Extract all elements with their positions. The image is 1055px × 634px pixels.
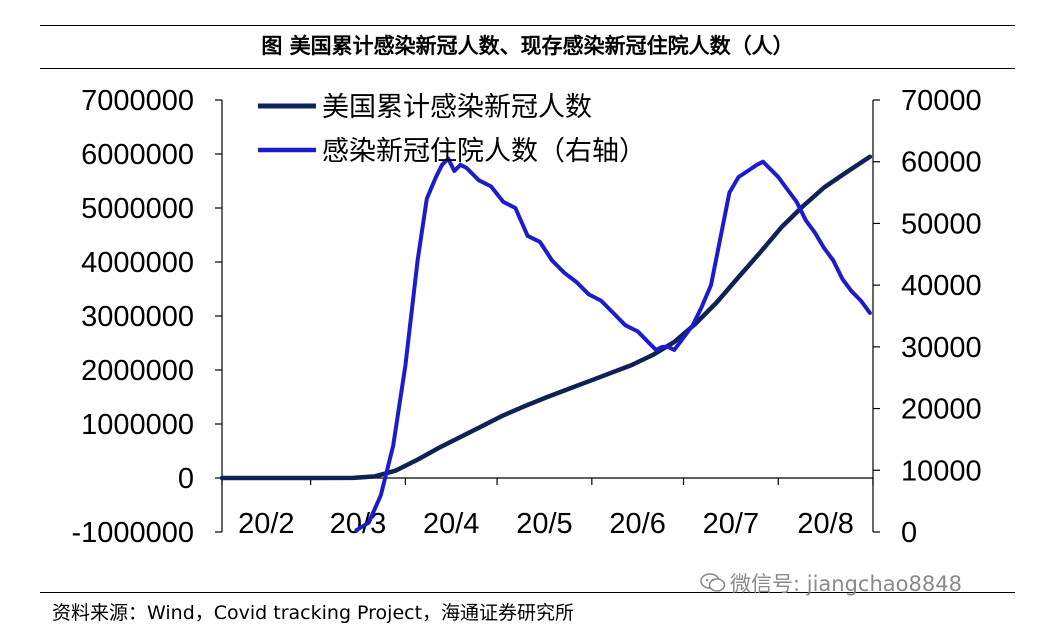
series-line-cumulative-cases <box>219 154 873 481</box>
right-tick-label: 70000 <box>901 85 982 117</box>
left-tick-label: 3000000 <box>81 301 194 333</box>
left-tick-label: 0 <box>178 463 194 495</box>
legend-label: 美国累计感染新冠人数 <box>322 92 592 123</box>
x-tick-label: 20/7 <box>703 508 759 540</box>
left-tick-label: 5000000 <box>81 193 194 225</box>
left-tick-label: 1000000 <box>81 409 194 441</box>
right-tick-label: 60000 <box>901 147 982 179</box>
x-tick-label: 20/5 <box>516 508 572 540</box>
axes: 7000000600000050000004000000300000020000… <box>71 85 981 549</box>
left-tick-label: 6000000 <box>81 139 194 171</box>
right-tick-label: 10000 <box>901 455 982 487</box>
wechat-icon <box>700 572 726 599</box>
legend-label: 感染新冠住院人数（右轴） <box>322 136 646 167</box>
right-tick-label: 40000 <box>901 270 982 302</box>
right-tick-label: 0 <box>901 517 917 549</box>
x-tick-label: 20/3 <box>330 508 386 540</box>
dual-axis-line-chart: 7000000600000050000004000000300000020000… <box>71 85 981 549</box>
title-rule <box>40 68 1015 69</box>
chart-title: 图 美国累计感染新冠人数、现存感染新冠住院人数（人） <box>261 34 794 58</box>
left-tick-label: 7000000 <box>81 85 194 117</box>
right-tick-label: 30000 <box>901 332 982 364</box>
source-note: 资料来源：Wind，Covid tracking Project，海通证券研究所 <box>52 602 575 624</box>
left-tick-label: -1000000 <box>71 517 194 549</box>
bottom-rule <box>40 592 1015 593</box>
watermark: 微信号: jiangchao8848 <box>700 568 962 599</box>
x-tick-label: 20/4 <box>423 508 479 540</box>
watermark-text: 微信号: jiangchao8848 <box>730 572 962 596</box>
x-tick-label: 20/8 <box>797 508 853 540</box>
top-rule <box>40 25 1015 26</box>
series-layer <box>219 154 873 533</box>
left-tick-label: 4000000 <box>81 247 194 279</box>
series-line-hospitalized <box>354 156 872 533</box>
right-tick-label: 20000 <box>901 394 982 426</box>
right-tick-label: 50000 <box>901 208 982 240</box>
x-tick-label: 20/6 <box>609 508 665 540</box>
left-tick-label: 2000000 <box>81 355 194 387</box>
x-tick-label: 20/2 <box>238 508 294 540</box>
